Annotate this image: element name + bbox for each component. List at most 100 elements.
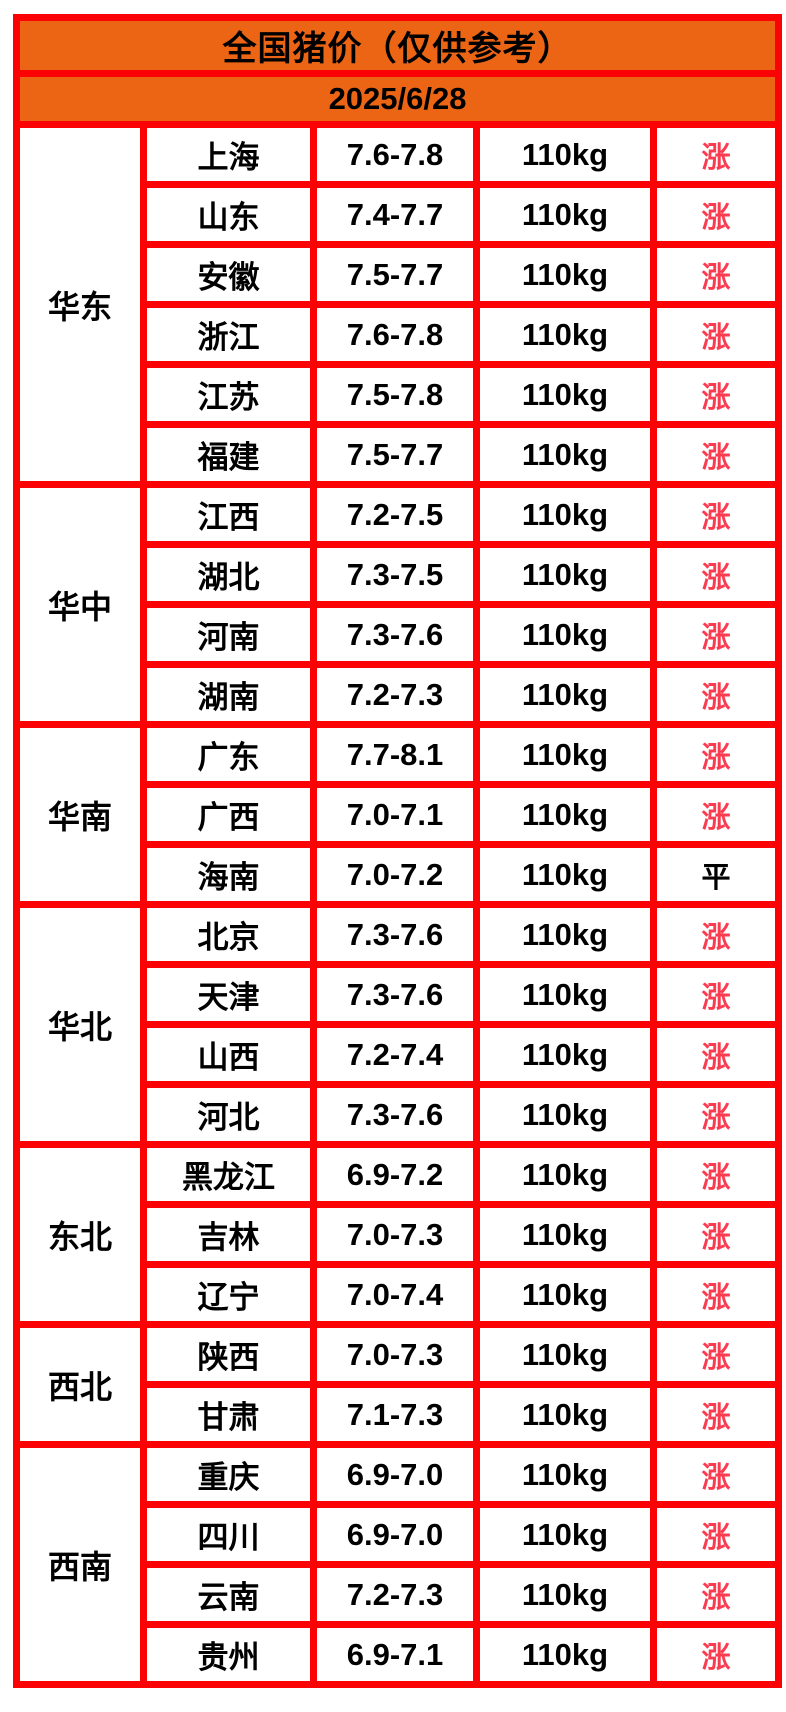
weight-cell: 110kg xyxy=(473,361,657,428)
weight-cell: 110kg xyxy=(473,601,657,668)
province-cell: 广西 xyxy=(140,781,317,848)
status-cell: 涨 xyxy=(649,1021,783,1088)
province-cell: 湖北 xyxy=(140,541,317,608)
status-cell: 涨 xyxy=(649,1381,783,1448)
price-cell: 7.4-7.7 xyxy=(310,181,480,248)
price-cell: 7.3-7.6 xyxy=(310,901,480,968)
weight-cell: 110kg xyxy=(473,1621,657,1688)
weight-cell: 110kg xyxy=(473,1381,657,1448)
region-cell: 东北 xyxy=(13,1141,147,1328)
status-cell: 涨 xyxy=(649,301,783,368)
price-cell: 7.0-7.3 xyxy=(310,1201,480,1268)
table-row: 河南 7.3-7.6 110kg 涨 xyxy=(17,601,783,668)
province-cell: 河南 xyxy=(140,601,317,668)
weight-cell: 110kg xyxy=(473,1201,657,1268)
status-cell: 涨 xyxy=(649,601,783,668)
table-row: 华南 广东 7.7-8.1 110kg 涨 xyxy=(13,721,783,908)
price-cell: 7.5-7.7 xyxy=(310,241,480,308)
weight-cell: 110kg xyxy=(473,1441,657,1508)
province-cell: 黑龙江 xyxy=(140,1141,317,1208)
weight-cell: 110kg xyxy=(473,721,657,788)
price-cell: 7.3-7.6 xyxy=(310,961,480,1028)
table-row: 华中 江西 7.2-7.5 110kg 涨 xyxy=(13,481,783,728)
price-cell: 7.0-7.2 xyxy=(310,841,480,908)
table-row: 浙江 7.6-7.8 110kg 涨 xyxy=(17,301,783,368)
table-row: 华东 上海 7.6-7.8 110kg 涨 xyxy=(13,121,783,488)
region-cell: 华东 xyxy=(13,121,147,488)
status-cell: 涨 xyxy=(649,1501,783,1568)
province-cell: 云南 xyxy=(140,1561,317,1628)
status-cell: 涨 xyxy=(649,181,783,248)
province-cell: 上海 xyxy=(140,121,317,188)
province-cell: 江西 xyxy=(140,481,317,548)
status-cell: 涨 xyxy=(649,1561,783,1628)
province-cell: 浙江 xyxy=(140,301,317,368)
region-cell: 华北 xyxy=(13,901,147,1148)
price-cell: 7.3-7.5 xyxy=(310,541,480,608)
province-cell: 安徽 xyxy=(140,241,317,308)
province-cell: 重庆 xyxy=(140,1441,317,1508)
table-row: 江苏 7.5-7.8 110kg 涨 xyxy=(17,361,783,428)
status-cell: 涨 xyxy=(649,121,783,188)
status-cell: 涨 xyxy=(649,721,783,788)
weight-cell: 110kg xyxy=(473,841,657,908)
weight-cell: 110kg xyxy=(473,1261,657,1328)
table-row: 西南 重庆 6.9-7.0 110kg 涨 xyxy=(13,1441,783,1688)
table-row: 云南 7.2-7.3 110kg 涨 xyxy=(17,1561,783,1628)
price-cell: 7.3-7.6 xyxy=(310,1081,480,1148)
table-row: 辽宁 7.0-7.4 110kg 涨 xyxy=(17,1261,783,1328)
status-cell: 涨 xyxy=(649,961,783,1028)
status-cell: 涨 xyxy=(649,361,783,428)
weight-cell: 110kg xyxy=(473,901,657,968)
weight-cell: 110kg xyxy=(473,1141,657,1208)
price-cell: 6.9-7.1 xyxy=(310,1621,480,1688)
weight-cell: 110kg xyxy=(473,1021,657,1088)
table-row: 四川 6.9-7.0 110kg 涨 xyxy=(17,1501,783,1568)
province-cell: 海南 xyxy=(140,841,317,908)
price-cell: 7.2-7.3 xyxy=(310,661,480,728)
price-cell: 7.0-7.3 xyxy=(310,1321,480,1388)
table-row: 湖南 7.2-7.3 110kg 涨 xyxy=(17,661,783,728)
table-row: 湖北 7.3-7.5 110kg 涨 xyxy=(17,541,783,608)
price-cell: 7.1-7.3 xyxy=(310,1381,480,1448)
table-row: 东北 黑龙江 6.9-7.2 110kg 涨 xyxy=(13,1141,783,1328)
weight-cell: 110kg xyxy=(473,1081,657,1148)
table-row: 安徽 7.5-7.7 110kg 涨 xyxy=(17,241,783,308)
price-cell: 7.6-7.8 xyxy=(310,121,480,188)
table-row: 山西 7.2-7.4 110kg 涨 xyxy=(17,1021,783,1088)
status-cell: 涨 xyxy=(649,901,783,968)
date-label: 2025/6/28 xyxy=(12,70,783,128)
price-cell: 7.0-7.4 xyxy=(310,1261,480,1328)
price-cell: 7.3-7.6 xyxy=(310,601,480,668)
price-cell: 7.2-7.5 xyxy=(310,481,480,548)
weight-cell: 110kg xyxy=(473,241,657,308)
province-cell: 广东 xyxy=(140,721,317,788)
region-cell: 西北 xyxy=(13,1321,147,1448)
price-rows: 华东 上海 7.6-7.8 110kg 涨山东 7.4-7.7 110kg 涨安徽 7.5-7.… xyxy=(13,121,783,1688)
table-row: 山东 7.4-7.7 110kg 涨 xyxy=(17,181,783,248)
price-cell: 6.9-7.2 xyxy=(310,1141,480,1208)
price-cell: 7.5-7.8 xyxy=(310,361,480,428)
status-cell: 涨 xyxy=(649,541,783,608)
status-cell: 涨 xyxy=(649,1141,783,1208)
status-cell: 涨 xyxy=(649,1261,783,1328)
province-cell: 甘肃 xyxy=(140,1381,317,1448)
weight-cell: 110kg xyxy=(473,481,657,548)
weight-cell: 110kg xyxy=(473,301,657,368)
table-row: 河北 7.3-7.6 110kg 涨 xyxy=(17,1081,783,1148)
price-cell: 7.0-7.1 xyxy=(310,781,480,848)
region-cell: 西南 xyxy=(13,1441,147,1688)
table-row: 广西 7.0-7.1 110kg 涨 xyxy=(17,781,783,848)
province-cell: 吉林 xyxy=(140,1201,317,1268)
region-cell: 华南 xyxy=(13,721,147,908)
status-cell: 涨 xyxy=(649,1081,783,1148)
region-cell: 华中 xyxy=(13,481,147,728)
table-row: 西北 陕西 7.0-7.3 110kg 涨 xyxy=(13,1321,783,1448)
weight-cell: 110kg xyxy=(473,781,657,848)
province-cell: 天津 xyxy=(140,961,317,1028)
weight-cell: 110kg xyxy=(473,121,657,188)
province-cell: 山西 xyxy=(140,1021,317,1088)
province-cell: 四川 xyxy=(140,1501,317,1568)
status-cell: 涨 xyxy=(649,481,783,548)
